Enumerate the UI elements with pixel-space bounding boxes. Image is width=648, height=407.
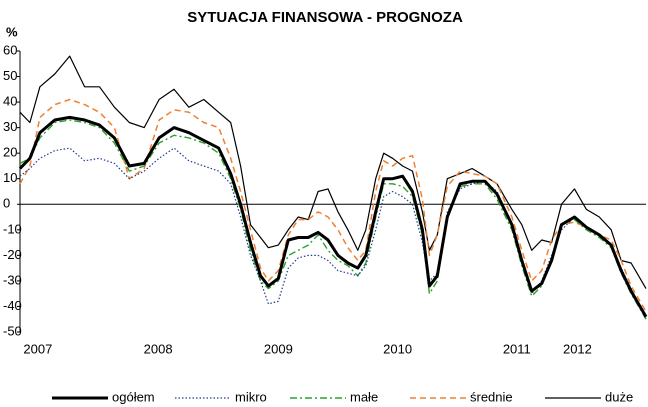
y-tick-label: 40	[3, 94, 17, 109]
y-tick-label: -50	[3, 323, 22, 338]
y-axis-label: %	[6, 24, 18, 39]
legend-label: małe	[350, 389, 378, 404]
legend-label: ogółem	[112, 389, 155, 404]
series-line	[19, 119, 647, 320]
y-tick-label: 20	[3, 145, 17, 160]
y-tick-label: 30	[3, 119, 17, 134]
x-tick-label: 2010	[383, 341, 412, 356]
legend-label: mikro	[235, 389, 267, 404]
y-tick-label: -20	[3, 247, 22, 262]
y-tick-label: -40	[3, 298, 22, 313]
y-tick-label: -10	[3, 221, 22, 236]
y-tick-label: 60	[3, 42, 17, 57]
series-line	[19, 55, 647, 289]
series-line	[18, 115, 648, 318]
x-tick-label: 2011	[503, 341, 531, 356]
chart-title: SYTUACJA FINANSOWA - PROGNOZA	[187, 9, 463, 26]
x-tick-label: 2008	[144, 341, 173, 356]
y-tick-label: 10	[3, 170, 17, 185]
series-line	[19, 147, 647, 320]
y-tick-label: 0	[3, 196, 10, 211]
y-tick-label: 50	[3, 68, 17, 83]
series-line	[19, 98, 647, 312]
x-tick-label: 2012	[563, 341, 592, 356]
x-tick-label: 2007	[23, 341, 52, 356]
legend-label: średnie	[470, 389, 513, 404]
legend-label: duże	[605, 389, 633, 404]
x-tick-label: 2009	[264, 341, 293, 356]
y-tick-label: -30	[3, 272, 22, 287]
